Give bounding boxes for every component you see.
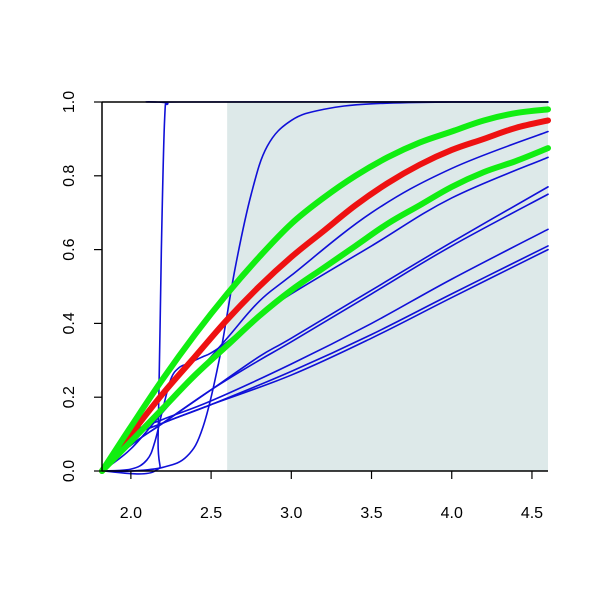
- series-line-blue-2: [101, 156, 549, 472]
- x-tick-label-1: 2.5: [200, 505, 222, 522]
- x-tick-label-2: 3.0: [280, 505, 302, 522]
- series-line-green-11: [99, 145, 551, 474]
- series-line-blue-5: [101, 193, 549, 472]
- series-line-blue-3: [101, 130, 549, 472]
- y-tick-label-4: 0.8: [61, 165, 78, 187]
- series-line-red-9: [99, 117, 551, 474]
- y-tick-label-2: 0.4: [61, 312, 78, 334]
- x-tick-label-0: 2.0: [120, 505, 142, 522]
- y-tick-label-3: 0.6: [61, 238, 78, 260]
- series-line-blue-1: [101, 101, 549, 473]
- shaded-region: [227, 102, 548, 471]
- x-tick-label-3: 3.5: [360, 505, 382, 522]
- y-tick-label-5: 1.0: [61, 91, 78, 113]
- series-line-green-10: [99, 106, 551, 474]
- y-tick-label-0: 0.0: [61, 460, 78, 482]
- y-tick-label-1: 0.2: [61, 386, 78, 408]
- x-tick-label-4: 4.0: [441, 505, 463, 522]
- x-tick-label-5: 4.5: [521, 505, 543, 522]
